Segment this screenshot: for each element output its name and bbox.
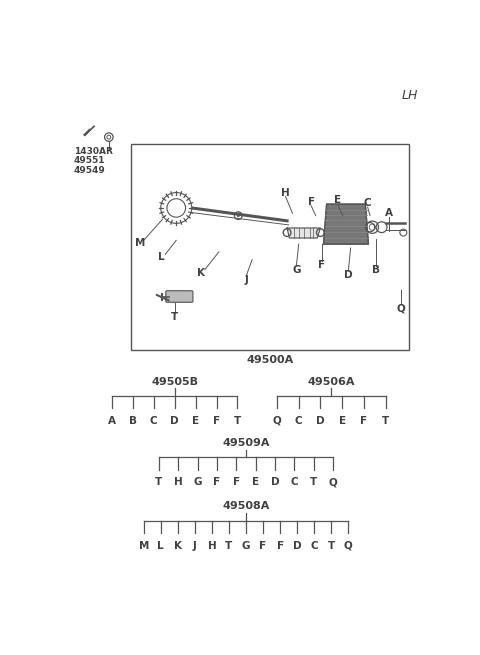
Text: F: F bbox=[214, 477, 220, 487]
Text: E: E bbox=[252, 477, 259, 487]
Text: E: E bbox=[338, 416, 346, 426]
Text: T: T bbox=[171, 312, 179, 322]
Text: C: C bbox=[150, 416, 157, 426]
FancyBboxPatch shape bbox=[166, 291, 193, 303]
Text: C: C bbox=[364, 198, 372, 208]
Text: D: D bbox=[344, 270, 353, 280]
Text: T: T bbox=[328, 540, 335, 551]
Text: H: H bbox=[281, 187, 290, 198]
Text: 1430AR: 1430AR bbox=[74, 147, 113, 157]
Text: K: K bbox=[174, 540, 182, 551]
Text: B: B bbox=[129, 416, 137, 426]
Text: L: L bbox=[158, 252, 165, 262]
Text: Q: Q bbox=[396, 303, 406, 313]
Text: G: G bbox=[292, 265, 300, 274]
Text: F: F bbox=[318, 260, 325, 270]
Text: C: C bbox=[311, 540, 318, 551]
Text: J: J bbox=[193, 540, 197, 551]
Text: D: D bbox=[316, 416, 324, 426]
Text: C: C bbox=[295, 416, 302, 426]
Text: M: M bbox=[139, 540, 149, 551]
Text: T: T bbox=[310, 477, 317, 487]
Text: C: C bbox=[290, 477, 298, 487]
Text: F: F bbox=[276, 540, 284, 551]
Bar bbox=[132, 144, 409, 350]
Text: K: K bbox=[197, 268, 205, 278]
Text: D: D bbox=[293, 540, 301, 551]
Text: L: L bbox=[157, 540, 164, 551]
Text: 49549: 49549 bbox=[74, 166, 106, 175]
Text: T: T bbox=[225, 540, 233, 551]
Text: J: J bbox=[244, 275, 248, 286]
Text: 49509A: 49509A bbox=[222, 438, 270, 448]
Text: F: F bbox=[360, 416, 367, 426]
Text: H: H bbox=[174, 477, 182, 487]
Text: E: E bbox=[192, 416, 199, 426]
Text: 49506A: 49506A bbox=[308, 377, 355, 386]
Text: T: T bbox=[234, 416, 241, 426]
Polygon shape bbox=[287, 228, 321, 238]
Text: 49500A: 49500A bbox=[246, 356, 294, 365]
Text: T: T bbox=[155, 477, 162, 487]
Text: Q: Q bbox=[273, 416, 281, 426]
Text: F: F bbox=[213, 416, 220, 426]
Text: B: B bbox=[372, 265, 380, 274]
Circle shape bbox=[237, 214, 240, 217]
Polygon shape bbox=[324, 204, 369, 244]
Text: T: T bbox=[382, 416, 389, 426]
Text: G: G bbox=[242, 540, 250, 551]
Text: 49551: 49551 bbox=[74, 157, 106, 166]
Text: A: A bbox=[108, 416, 116, 426]
Text: A: A bbox=[384, 208, 393, 218]
Text: G: G bbox=[193, 477, 202, 487]
Text: F: F bbox=[260, 540, 266, 551]
Text: D: D bbox=[170, 416, 179, 426]
Text: Q: Q bbox=[329, 477, 337, 487]
Text: H: H bbox=[207, 540, 216, 551]
Text: F: F bbox=[233, 477, 240, 487]
Text: F: F bbox=[308, 196, 315, 207]
Text: M: M bbox=[134, 238, 145, 248]
Text: Q: Q bbox=[344, 540, 353, 551]
Text: E: E bbox=[334, 195, 341, 205]
Text: LH: LH bbox=[402, 89, 419, 102]
Text: D: D bbox=[271, 477, 279, 487]
Text: 49508A: 49508A bbox=[222, 501, 270, 512]
Text: 49505B: 49505B bbox=[151, 377, 198, 386]
